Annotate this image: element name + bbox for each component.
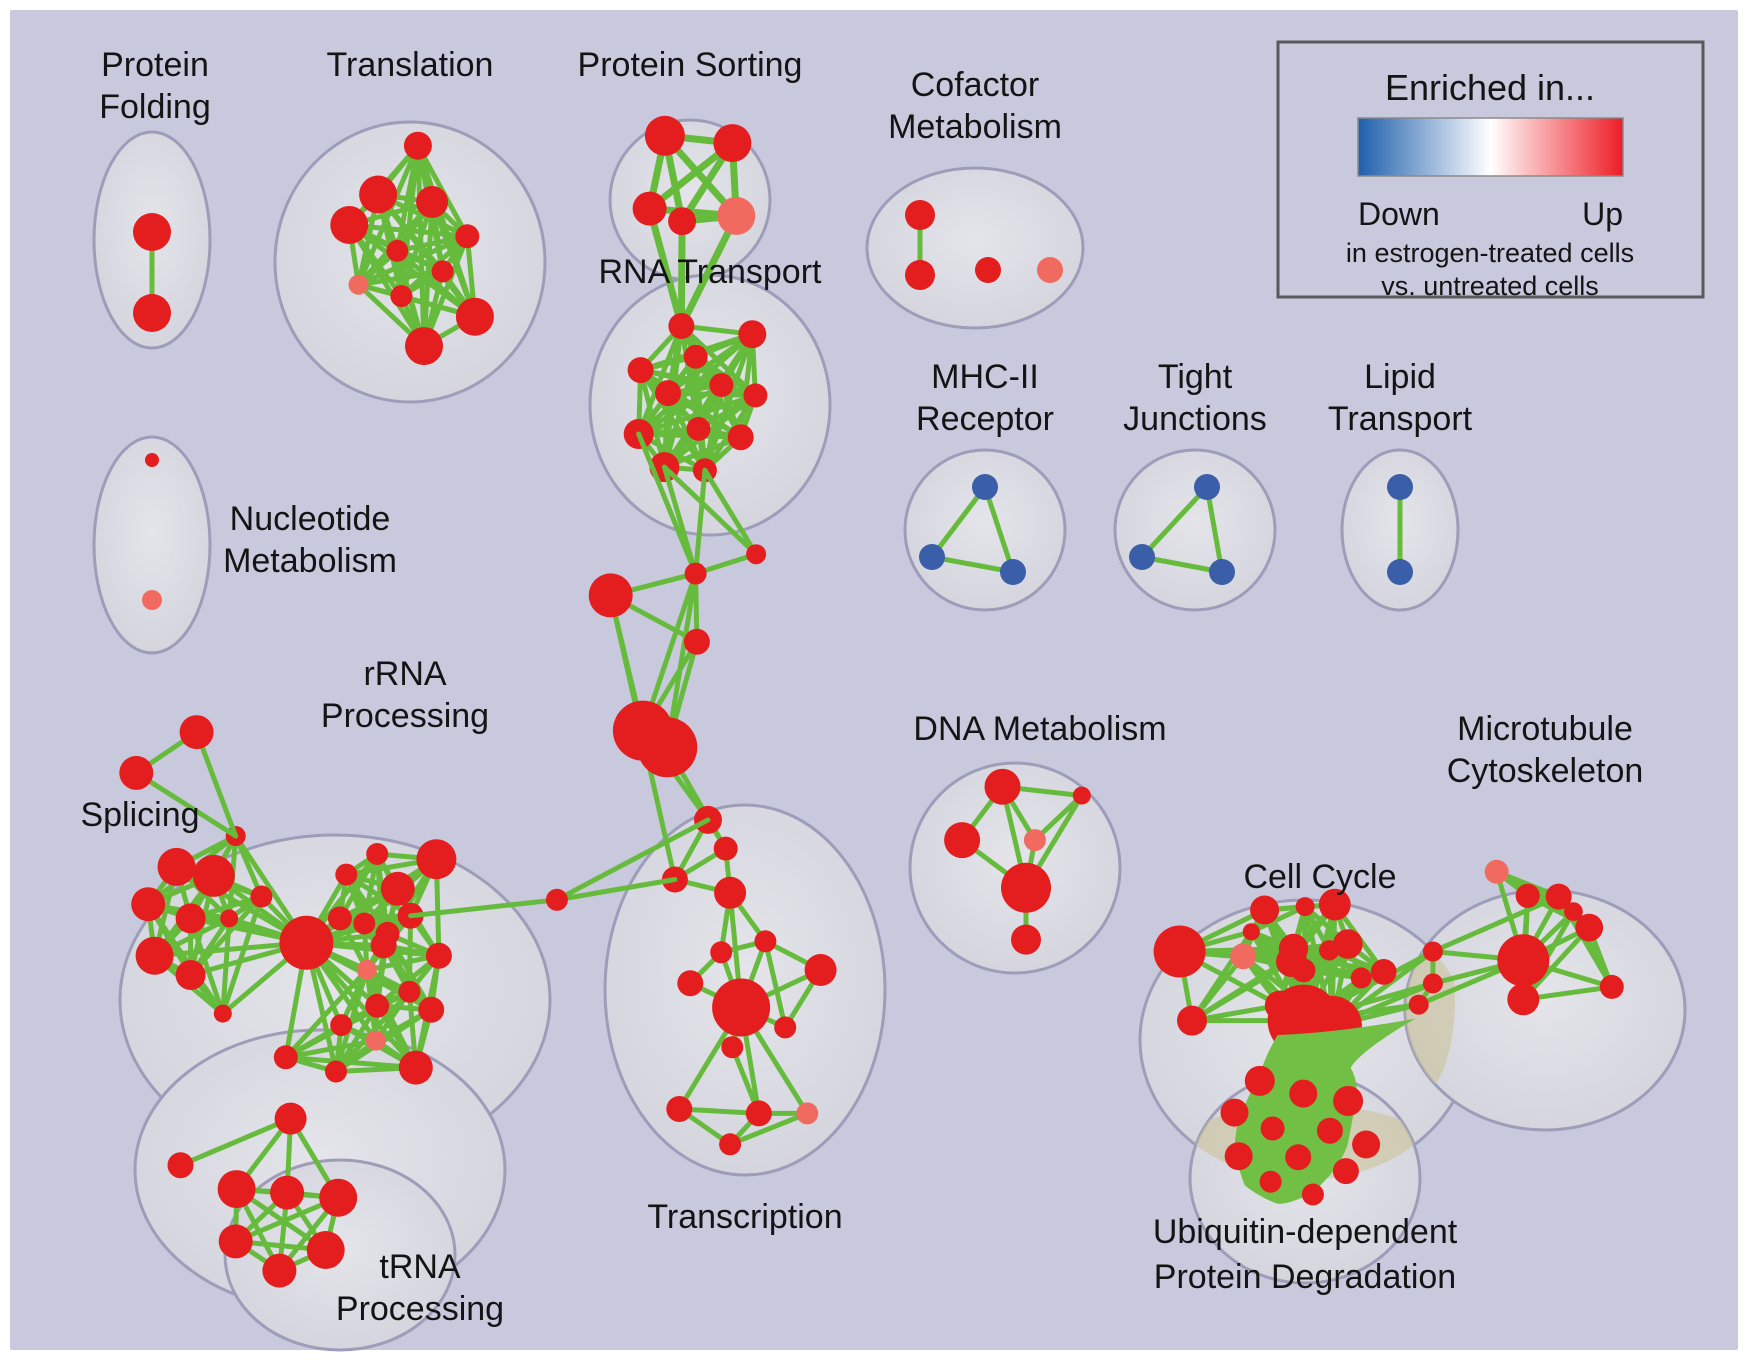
svg-text:Protein Sorting: Protein Sorting (578, 46, 803, 84)
svg-text:MHC-II: MHC-II (931, 358, 1039, 396)
svg-text:in estrogen-treated cells: in estrogen-treated cells (1346, 238, 1634, 268)
svg-text:Nucleotide: Nucleotide (230, 500, 391, 538)
svg-text:Enriched in...: Enriched in... (1385, 67, 1595, 108)
svg-text:Up: Up (1582, 196, 1623, 232)
svg-text:Processing: Processing (321, 697, 489, 735)
svg-text:Cofactor: Cofactor (911, 66, 1040, 104)
svg-text:Translation: Translation (327, 46, 494, 84)
svg-text:Metabolism: Metabolism (223, 542, 397, 580)
svg-text:Protein: Protein (101, 46, 209, 84)
svg-text:Transport: Transport (1328, 400, 1473, 438)
svg-text:Protein Degradation: Protein Degradation (1154, 1258, 1456, 1296)
svg-text:Processing: Processing (336, 1290, 504, 1328)
svg-text:Folding: Folding (99, 88, 211, 126)
svg-text:Microtubule: Microtubule (1457, 710, 1633, 748)
svg-text:Down: Down (1358, 196, 1440, 232)
svg-text:Ubiquitin-dependent: Ubiquitin-dependent (1153, 1213, 1458, 1251)
svg-text:RNA Transport: RNA Transport (599, 253, 823, 291)
svg-text:rRNA: rRNA (363, 655, 446, 693)
svg-text:DNA Metabolism: DNA Metabolism (913, 710, 1166, 748)
svg-text:Transcription: Transcription (647, 1198, 842, 1236)
svg-text:Cytoskeleton: Cytoskeleton (1447, 752, 1644, 790)
svg-text:Metabolism: Metabolism (888, 108, 1062, 146)
svg-text:Junctions: Junctions (1123, 400, 1267, 438)
svg-text:Cell Cycle: Cell Cycle (1243, 858, 1396, 896)
svg-text:Tight: Tight (1158, 358, 1233, 396)
svg-text:tRNA: tRNA (379, 1248, 461, 1286)
svg-text:vs. untreated cells: vs. untreated cells (1381, 271, 1599, 301)
svg-text:Receptor: Receptor (916, 400, 1054, 438)
svg-text:Splicing: Splicing (80, 796, 199, 834)
svg-text:Lipid: Lipid (1364, 358, 1436, 396)
